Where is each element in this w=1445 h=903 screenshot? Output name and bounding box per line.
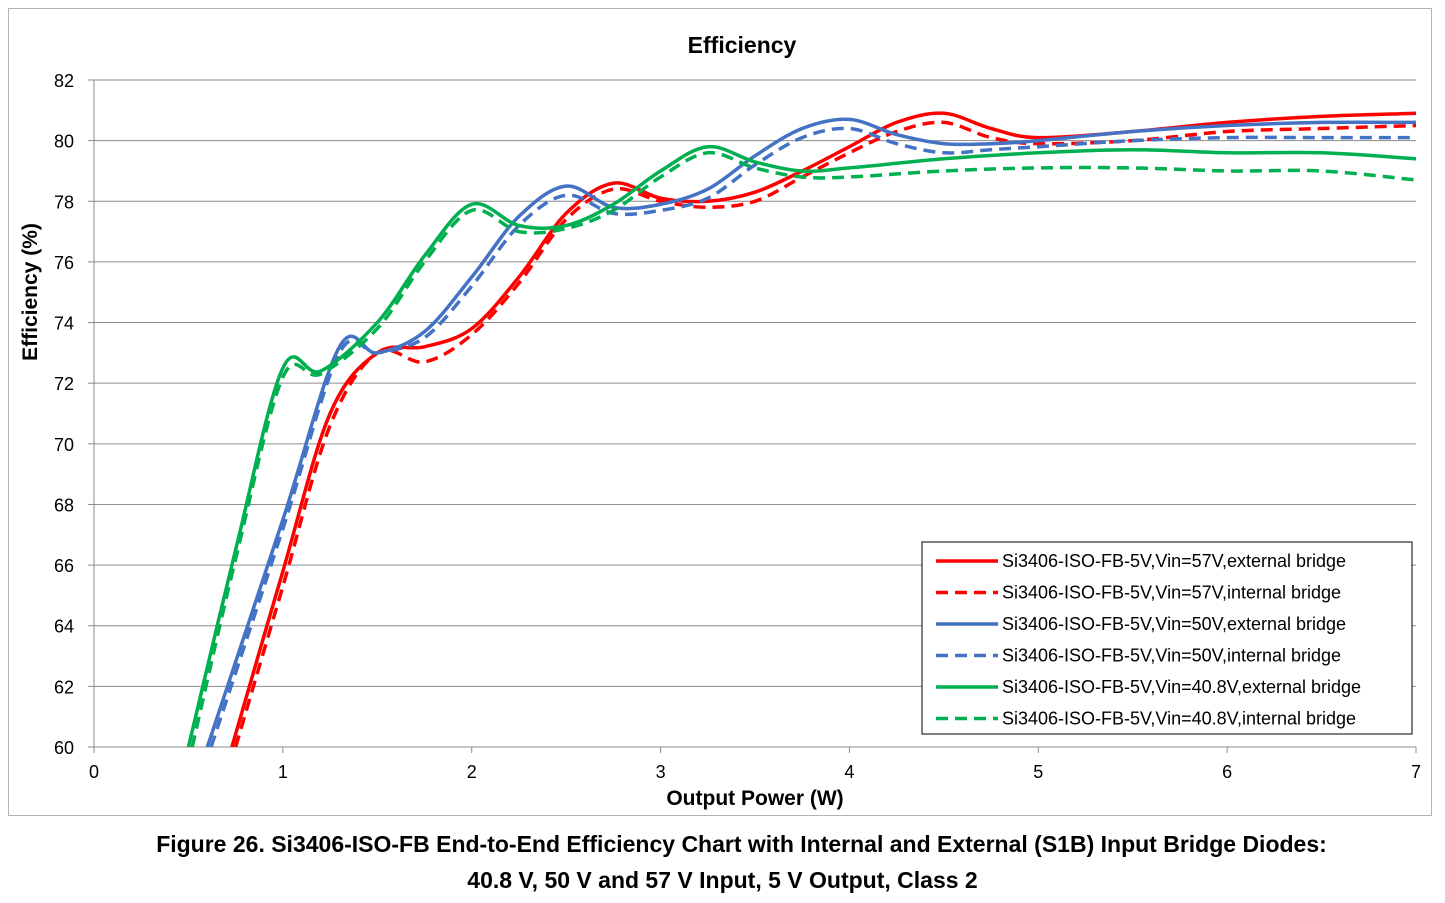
legend-label: Si3406-ISO-FB-5V,Vin=40.8V,internal brid… [1002, 709, 1356, 729]
y-axis-label: Efficiency (%) [19, 223, 42, 361]
axes: 60 62 64 66 68 70 72 74 76 78 80 82 0 1 2 3 4 5 6 7 [54, 71, 1421, 782]
legend-label: Si3406-ISO-FB-5V,Vin=50V,internal bridge [1002, 646, 1341, 666]
y-tick-label: 78 [54, 192, 74, 212]
x-tick-label: 0 [89, 762, 99, 782]
y-tick-label: 82 [54, 71, 74, 91]
series-line-5 [186, 144, 1416, 747]
legend-label: Si3406-ISO-FB-5V,Vin=50V,external bridge [1002, 614, 1346, 634]
x-tick-label: 7 [1411, 762, 1421, 782]
efficiency-chart: 60 62 64 66 68 70 72 74 76 78 80 82 0 1 2 3 4 5 6 7 Si3406-… [19, 32, 1421, 810]
series-line-6 [190, 151, 1416, 747]
legend-label: Si3406-ISO-FB-5V,Vin=40.8V,external brid… [1002, 677, 1361, 697]
x-tick-label: 4 [844, 762, 854, 782]
y-tick-label: 68 [54, 495, 74, 515]
series-lines [186, 111, 1416, 747]
x-tick-label: 5 [1033, 762, 1043, 782]
series-line-3 [205, 117, 1416, 747]
x-tick-label: 6 [1222, 762, 1232, 782]
x-tick-label: 2 [467, 762, 477, 782]
legend-box [921, 541, 1413, 735]
y-tick-label: 60 [54, 738, 74, 758]
y-tick-label: 64 [54, 617, 74, 637]
y-tick-label: 80 [54, 132, 74, 152]
y-tick-label: 76 [54, 253, 74, 273]
x-axis-label: Output Power (W) [666, 787, 843, 810]
y-tick-label: 66 [54, 556, 74, 576]
caption-line-1: Figure 26. Si3406-ISO-FB End-to-End Effi… [156, 831, 1327, 857]
caption-line-2: 40.8 V, 50 V and 57 V Input, 5 V Output,… [467, 867, 978, 893]
y-tick-label: 74 [54, 314, 74, 334]
y-tick-label: 70 [54, 435, 74, 455]
y-tick-label: 62 [54, 677, 74, 697]
y-tick-label: 72 [54, 374, 74, 394]
legend: Si3406-ISO-FB-5V,Vin=57V,external bridge… [921, 541, 1413, 735]
legend-label: Si3406-ISO-FB-5V,Vin=57V,internal bridge [1002, 583, 1341, 603]
x-tick-label: 1 [278, 762, 288, 782]
chart-title: Efficiency [688, 32, 797, 58]
figure-caption: Figure 26. Si3406-ISO-FB End-to-End Effi… [0, 826, 1445, 898]
x-tick-label: 3 [656, 762, 666, 782]
legend-label: Si3406-ISO-FB-5V,Vin=57V,external bridge [1002, 551, 1346, 571]
